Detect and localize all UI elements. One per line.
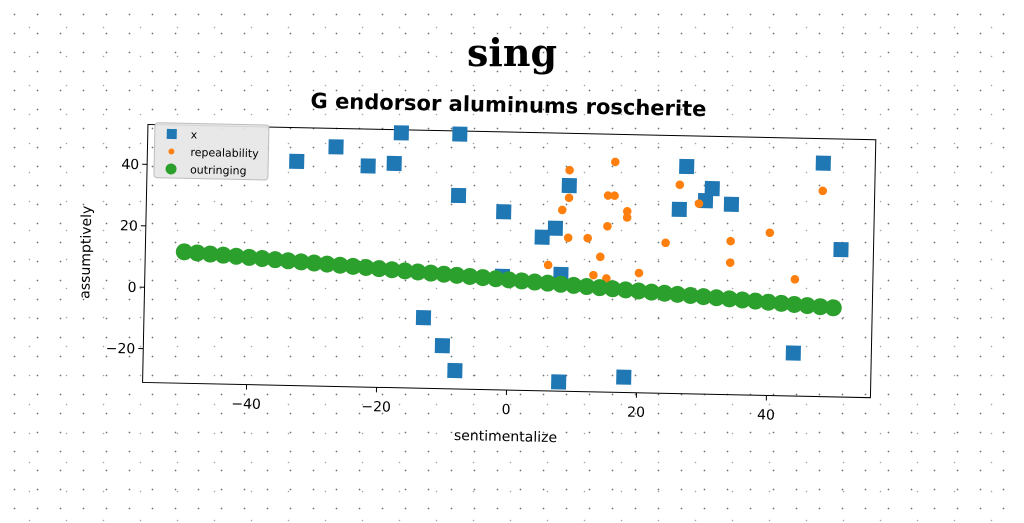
data-point <box>583 234 592 243</box>
data-marks <box>173 121 851 396</box>
data-point <box>790 275 799 284</box>
data-point <box>565 166 574 175</box>
x-tick-label: −40 <box>231 396 261 413</box>
data-point <box>765 228 774 237</box>
data-point <box>551 374 566 389</box>
y-tick-label: 0 <box>127 280 136 296</box>
data-point <box>610 191 619 200</box>
data-point <box>496 204 511 219</box>
x-axis-label: sentimentalize <box>454 428 557 446</box>
data-point <box>387 156 402 171</box>
data-point <box>565 193 574 202</box>
data-point <box>611 158 620 167</box>
data-point <box>661 238 670 247</box>
legend: x repealability outringing <box>154 123 269 180</box>
legend-label: x <box>191 128 198 141</box>
data-point <box>679 159 694 174</box>
legend-label: repealability <box>190 146 259 160</box>
data-point <box>726 258 735 267</box>
data-point <box>328 139 343 154</box>
data-point <box>786 345 801 360</box>
data-point <box>589 271 598 280</box>
x-tick-label: 20 <box>627 405 645 421</box>
data-point <box>435 338 450 353</box>
data-point <box>705 181 720 196</box>
series-x <box>285 123 851 395</box>
legend-marker <box>167 129 177 139</box>
data-point <box>394 125 409 140</box>
data-point <box>544 261 553 270</box>
x-tick-label: 0 <box>501 402 510 418</box>
data-point <box>360 158 375 173</box>
data-point <box>616 369 631 384</box>
y-tick-label: 40 <box>121 157 139 173</box>
data-point <box>818 186 827 195</box>
data-point <box>451 188 466 203</box>
series-repealability <box>543 156 827 296</box>
data-point <box>726 237 735 246</box>
data-point <box>289 154 304 169</box>
data-point <box>816 156 831 171</box>
data-point <box>596 252 605 261</box>
data-point <box>548 221 563 236</box>
data-point <box>535 230 550 245</box>
data-point <box>447 363 462 378</box>
x-tick-label: 40 <box>757 407 775 423</box>
chart-title: G endorsor aluminums roscherite <box>310 89 706 121</box>
y-tick-label: −20 <box>106 341 136 358</box>
series-outringing <box>175 243 843 316</box>
data-point <box>724 197 739 212</box>
data-point <box>564 233 573 242</box>
legend-label: outringing <box>190 163 247 177</box>
data-point <box>603 222 612 231</box>
data-point <box>416 310 431 325</box>
data-point <box>833 242 848 257</box>
y-tick-label: 20 <box>120 218 138 234</box>
data-point <box>558 206 567 215</box>
data-point <box>672 202 687 217</box>
data-point <box>635 269 644 278</box>
data-point <box>452 126 467 141</box>
data-point <box>675 180 684 189</box>
y-axis-label: assumptively <box>77 206 95 299</box>
data-point <box>562 178 577 193</box>
x-tick-label: −20 <box>361 399 391 416</box>
